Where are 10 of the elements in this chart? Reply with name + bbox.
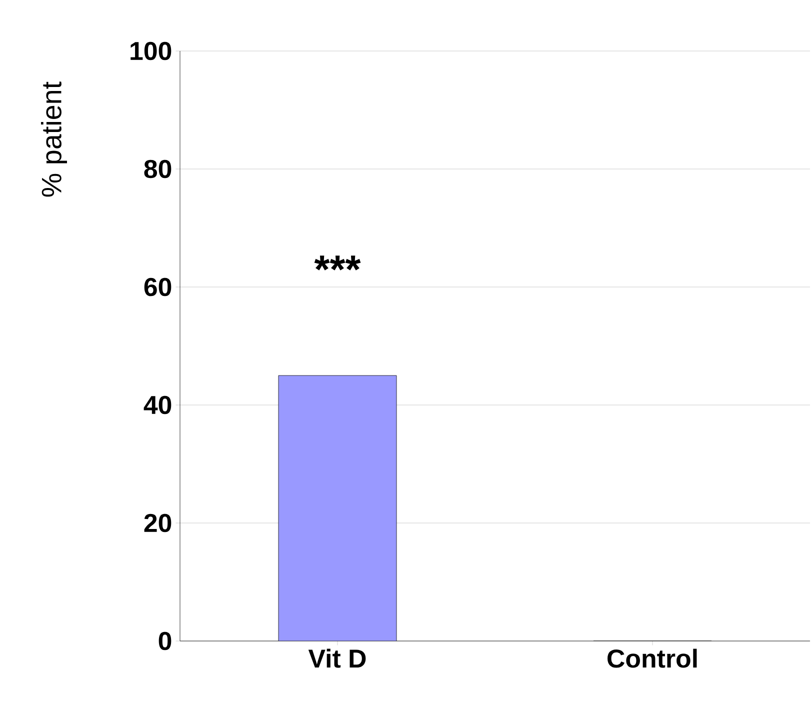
y-tick-label: 20 xyxy=(144,514,172,532)
x-tick-label: Control xyxy=(608,648,697,668)
y-axis-title: % patient xyxy=(41,82,67,197)
y-tick-label: 0 xyxy=(158,632,172,650)
annotation: *** xyxy=(314,256,361,270)
y-tick-label: 60 xyxy=(144,278,172,296)
x-tick-label: Vit D xyxy=(308,648,366,668)
y-tick-label: 40 xyxy=(144,396,172,414)
y-tick-label: 100 xyxy=(130,42,172,60)
y-tick-label: 80 xyxy=(144,160,172,178)
